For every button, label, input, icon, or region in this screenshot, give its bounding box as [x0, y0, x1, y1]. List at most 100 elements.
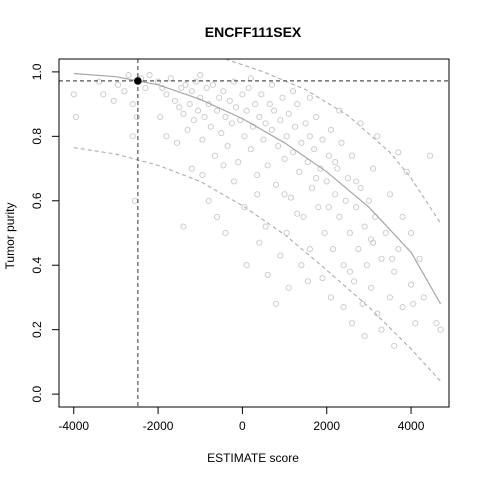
data-point [230, 78, 238, 85]
data-point [190, 117, 197, 124]
data-point [174, 139, 181, 146]
data-point [264, 271, 271, 278]
data-point [243, 262, 250, 269]
data-point [306, 94, 313, 101]
data-point [285, 284, 292, 291]
data-point [365, 197, 372, 204]
data-point [355, 246, 362, 253]
data-point [308, 184, 316, 191]
upper-band-line [225, 59, 442, 224]
data-point [273, 300, 280, 307]
data-point [157, 113, 164, 121]
data-point [235, 159, 242, 166]
x-tick-label: 0 [239, 419, 246, 433]
data-point [262, 223, 269, 230]
data-point [260, 136, 267, 143]
data-point [100, 91, 107, 98]
data-point [218, 130, 225, 137]
data-point [277, 252, 284, 259]
data-point [357, 120, 364, 127]
chart-title: ENCFF111SEX [205, 24, 302, 40]
data-point [325, 152, 332, 159]
data-point [353, 204, 360, 211]
data-point [268, 126, 275, 133]
x-tick-label: -4000 [58, 419, 89, 433]
data-point [186, 101, 193, 108]
data-point [176, 104, 183, 111]
data-point [283, 133, 290, 140]
data-point [273, 181, 280, 188]
data-point [178, 84, 185, 92]
data-point [131, 197, 138, 204]
data-point [180, 223, 187, 230]
data-point [264, 162, 271, 169]
data-point [323, 178, 330, 185]
data-point [247, 75, 254, 82]
data-point [389, 255, 396, 262]
data-point [426, 152, 434, 159]
data-point [395, 149, 402, 156]
data-point [283, 229, 290, 237]
data-point [209, 81, 216, 88]
data-point [327, 294, 334, 301]
y-tick-label: 0.4 [30, 257, 44, 274]
data-point [146, 72, 153, 79]
data-point [327, 126, 334, 133]
data-point [374, 310, 381, 317]
data-point [205, 197, 212, 204]
data-point [70, 91, 77, 98]
data-point [363, 262, 370, 269]
data-point [216, 94, 223, 101]
data-point [433, 320, 440, 327]
data-point [306, 133, 313, 140]
highlight-group [134, 77, 142, 85]
data-point [256, 239, 263, 246]
data-point [239, 91, 246, 98]
y-tick-label: 0.8 [30, 128, 44, 145]
x-axis-label: ESTIMATE score [207, 451, 299, 465]
data-point [340, 304, 347, 311]
data-point [203, 84, 210, 92]
reference-lines [59, 59, 449, 407]
data-point [245, 84, 252, 92]
data-point [121, 88, 128, 95]
data-point [201, 113, 208, 121]
prediction-bands [73, 59, 442, 382]
data-point [72, 113, 79, 121]
data-point [311, 146, 318, 153]
data-point [180, 110, 187, 117]
data-point [395, 246, 402, 253]
data-point [342, 197, 349, 204]
data-point [266, 101, 273, 108]
data-point [399, 304, 406, 311]
data-point [319, 136, 326, 143]
data-point [192, 78, 200, 85]
data-point [332, 159, 339, 166]
data-point [294, 210, 301, 217]
y-tick-label: 0.6 [30, 192, 44, 209]
data-point [361, 333, 368, 340]
data-point [96, 78, 103, 85]
data-point [230, 178, 238, 185]
data-point [125, 72, 132, 79]
data-point [159, 84, 166, 92]
data-point [408, 229, 415, 237]
data-point [346, 268, 353, 275]
data-point [353, 178, 360, 185]
data-point [285, 110, 292, 117]
data-point [348, 152, 356, 159]
data-point [374, 133, 381, 140]
data-point [114, 81, 122, 88]
data-point [220, 162, 227, 169]
data-point [256, 113, 263, 121]
data-point [275, 142, 282, 150]
data-point [197, 72, 204, 79]
data-point [302, 120, 309, 127]
data-point [241, 204, 248, 211]
data-point [340, 262, 347, 269]
data-point [258, 91, 265, 98]
data-point [292, 123, 299, 130]
data-point [211, 152, 219, 159]
data-point [226, 97, 233, 104]
x-tick-label: 4000 [398, 419, 425, 433]
